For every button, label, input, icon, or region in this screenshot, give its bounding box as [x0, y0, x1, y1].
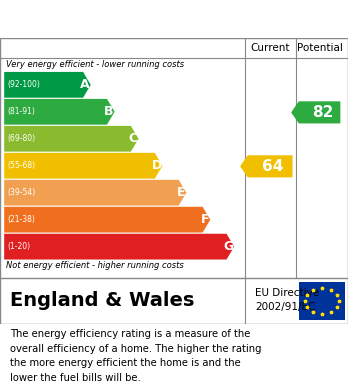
Text: E: E	[176, 186, 185, 199]
Text: B: B	[104, 105, 114, 118]
Text: (55-68): (55-68)	[8, 161, 36, 170]
Text: F: F	[200, 213, 209, 226]
Text: Not energy efficient - higher running costs: Not energy efficient - higher running co…	[6, 261, 184, 270]
Polygon shape	[4, 234, 234, 260]
Text: EU Directive
2002/91/EC: EU Directive 2002/91/EC	[255, 289, 319, 312]
Polygon shape	[4, 153, 163, 179]
Text: The energy efficiency rating is a measure of the
overall efficiency of a home. T: The energy efficiency rating is a measur…	[10, 329, 262, 382]
Text: (81-91): (81-91)	[8, 107, 35, 116]
Text: Energy Efficiency Rating: Energy Efficiency Rating	[10, 10, 239, 28]
Text: England & Wales: England & Wales	[10, 292, 195, 310]
Text: Current: Current	[251, 43, 290, 53]
Text: (92-100): (92-100)	[8, 80, 40, 89]
Polygon shape	[4, 126, 139, 152]
Text: A: A	[80, 78, 90, 91]
Polygon shape	[4, 207, 210, 233]
Text: (21-38): (21-38)	[8, 215, 35, 224]
Text: 64: 64	[262, 159, 284, 174]
Polygon shape	[291, 101, 340, 124]
Text: (1-20): (1-20)	[8, 242, 31, 251]
Text: (39-54): (39-54)	[8, 188, 36, 197]
Text: (69-80): (69-80)	[8, 134, 36, 143]
Polygon shape	[4, 180, 187, 206]
Text: 82: 82	[312, 105, 333, 120]
Bar	[300, 282, 345, 320]
Polygon shape	[4, 72, 91, 98]
Text: D: D	[152, 159, 162, 172]
Text: G: G	[223, 240, 234, 253]
Polygon shape	[240, 155, 293, 178]
Polygon shape	[4, 99, 114, 125]
Text: Potential: Potential	[297, 43, 343, 53]
Text: Very energy efficient - lower running costs: Very energy efficient - lower running co…	[6, 60, 184, 69]
Text: C: C	[128, 132, 137, 145]
